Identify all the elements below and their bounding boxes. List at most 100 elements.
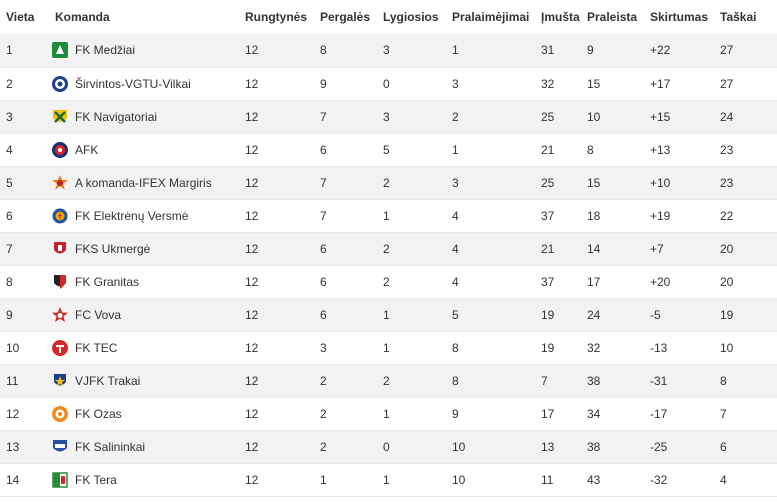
goal-difference-cell: -25 (644, 430, 714, 464)
won-cell: 6 (314, 232, 377, 266)
lost-cell: 2 (446, 100, 535, 134)
goal-difference-cell: -5 (644, 298, 714, 332)
goal-difference-cell: +19 (644, 199, 714, 233)
header-points[interactable]: Taškai (720, 10, 757, 24)
header-drawn[interactable]: Lygiosios (383, 10, 439, 24)
goals-for-cell: 32 (535, 67, 581, 101)
position-cell: 6 (0, 199, 49, 233)
table-row: 3 FK Navigatoriai 12 7 3 2 25 10 +15 24 (0, 100, 777, 134)
table-row: 9 FC Vova 12 6 1 5 19 24 -5 19 (0, 298, 777, 332)
position-cell: 3 (0, 100, 49, 134)
won-cell: 7 (314, 199, 377, 233)
goals-for-cell: 37 (535, 199, 581, 233)
drawn-cell: 1 (377, 199, 446, 233)
team-cell: AFK (49, 133, 239, 167)
goals-against-cell: 43 (581, 463, 644, 497)
team-name: AFK (75, 142, 99, 157)
goals-against-cell: 38 (581, 430, 644, 464)
played-cell: 12 (239, 364, 314, 398)
table-row: 11 VJFK Trakai 12 2 2 8 7 38 -31 8 (0, 364, 777, 398)
a-komanda-ifex-margiris-crest-icon (51, 174, 69, 192)
team-cell: FK Tera (49, 463, 239, 497)
points-cell: 27 (714, 67, 777, 101)
drawn-cell: 1 (377, 298, 446, 332)
fk-tec-crest-icon (51, 339, 69, 357)
lost-cell: 3 (446, 166, 535, 200)
header-goals-against[interactable]: Praleista (587, 10, 638, 24)
drawn-cell: 5 (377, 133, 446, 167)
goal-difference-cell: -17 (644, 397, 714, 431)
position-cell: 7 (0, 232, 49, 266)
played-cell: 12 (239, 199, 314, 233)
header-lost[interactable]: Pralaimėjimai (452, 10, 530, 24)
fk-granitas-crest-icon (51, 273, 69, 291)
points-cell: 4 (714, 463, 777, 497)
goals-against-cell: 9 (581, 34, 644, 68)
won-cell: 7 (314, 166, 377, 200)
goals-against-cell: 8 (581, 133, 644, 167)
points-cell: 10 (714, 331, 777, 365)
header-won[interactable]: Pergalės (320, 10, 371, 24)
points-cell: 20 (714, 232, 777, 266)
goal-difference-cell: -31 (644, 364, 714, 398)
team-name: Širvintos-VGTU-Vilkai (75, 76, 191, 91)
played-cell: 12 (239, 430, 314, 464)
team-cell: FK Salininkai (49, 430, 239, 464)
team-name: A komanda-IFEX Margiris (75, 175, 212, 190)
points-cell: 27 (714, 34, 777, 68)
lost-cell: 4 (446, 199, 535, 233)
team-name: FK Navigatoriai (75, 109, 158, 124)
goals-against-cell: 18 (581, 199, 644, 233)
header-position[interactable]: Vieta (6, 10, 35, 24)
lost-cell: 9 (446, 397, 535, 431)
goal-difference-cell: +15 (644, 100, 714, 134)
goal-difference-cell: +13 (644, 133, 714, 167)
won-cell: 2 (314, 397, 377, 431)
sirvintos-vgtu-vilkai-crest-icon (51, 75, 69, 93)
position-cell: 11 (0, 364, 49, 398)
table-row: 7 FKS Ukmergė 12 6 2 4 21 14 +7 20 (0, 232, 777, 266)
points-cell: 8 (714, 364, 777, 398)
goal-difference-cell: -13 (644, 331, 714, 365)
points-cell: 24 (714, 100, 777, 134)
goal-difference-cell: +20 (644, 265, 714, 299)
lost-cell: 10 (446, 463, 535, 497)
fk-elektrenu-versme-crest-icon (51, 207, 69, 225)
goals-for-cell: 25 (535, 166, 581, 200)
won-cell: 1 (314, 463, 377, 497)
drawn-cell: 0 (377, 430, 446, 464)
position-cell: 10 (0, 331, 49, 365)
afk-crest-icon (51, 141, 69, 159)
position-cell: 9 (0, 298, 49, 332)
goal-difference-cell: +7 (644, 232, 714, 266)
points-cell: 6 (714, 430, 777, 464)
won-cell: 2 (314, 364, 377, 398)
team-cell: FK Elektrėnų Versmė (49, 199, 239, 233)
goal-difference-cell: +17 (644, 67, 714, 101)
goal-difference-cell: +22 (644, 34, 714, 68)
header-played[interactable]: Rungtynės (245, 10, 308, 24)
team-name: FK Ozas (75, 406, 122, 421)
drawn-cell: 1 (377, 331, 446, 365)
header-team[interactable]: Komanda (55, 10, 110, 24)
lost-cell: 1 (446, 34, 535, 68)
team-cell: FK TEC (49, 331, 239, 365)
drawn-cell: 3 (377, 34, 446, 68)
team-name: FK Tera (75, 472, 117, 487)
team-name: FKS Ukmergė (75, 241, 151, 256)
fk-navigatoriai-crest-icon (51, 108, 69, 126)
header-goal-difference[interactable]: Skirtumas (650, 10, 709, 24)
played-cell: 12 (239, 133, 314, 167)
fks-ukmerge-crest-icon (51, 240, 69, 258)
played-cell: 12 (239, 232, 314, 266)
played-cell: 12 (239, 397, 314, 431)
played-cell: 12 (239, 166, 314, 200)
team-cell: FK Navigatoriai (49, 100, 239, 134)
drawn-cell: 2 (377, 265, 446, 299)
goals-against-cell: 15 (581, 67, 644, 101)
goals-for-cell: 7 (535, 364, 581, 398)
table-row: 4 AFK 12 6 5 1 21 8 +13 23 (0, 133, 777, 167)
header-goals-for[interactable]: Įmušta (541, 10, 580, 24)
goals-against-cell: 32 (581, 331, 644, 365)
